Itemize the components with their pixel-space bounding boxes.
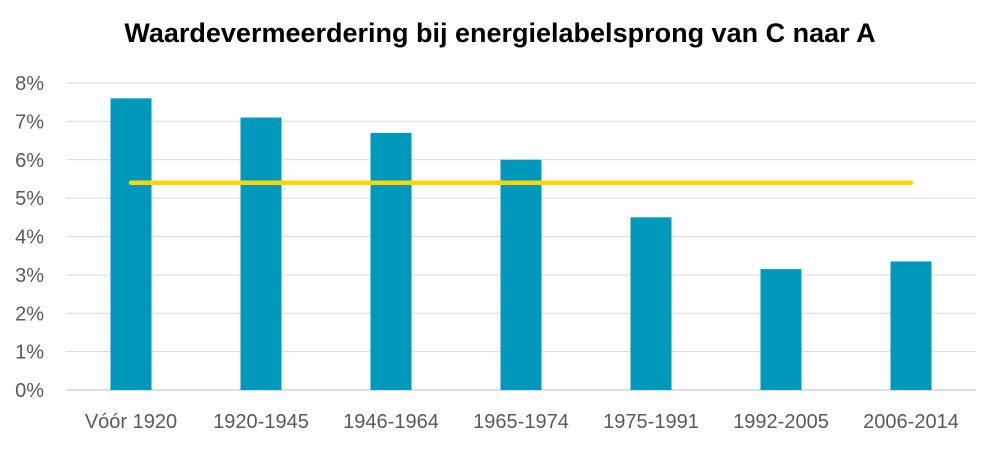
- bar: [240, 117, 282, 390]
- x-axis-labels: Vóór 1920 1920-1945 1946-1964 1965-1974 1975…: [85, 411, 959, 433]
- x-tick-label: 1965-1974: [473, 411, 569, 433]
- bar: [760, 269, 802, 390]
- y-axis-labels: 0% 1% 2% 3% 4% 5% 6% 7% 8%: [15, 73, 44, 402]
- y-tick-label: 5%: [15, 188, 44, 210]
- chart-title: Waardevermeerdering bij energielabelspro…: [124, 18, 876, 48]
- y-tick-label: 2%: [15, 303, 44, 325]
- x-tick-label: 1992-2005: [733, 411, 829, 433]
- bar: [890, 261, 932, 390]
- bar: [370, 132, 412, 390]
- bar: [110, 98, 152, 390]
- y-tick-label: 7%: [15, 111, 44, 133]
- y-tick-label: 6%: [15, 150, 44, 172]
- x-tick-label: 1975-1991: [603, 411, 699, 433]
- bar: [500, 159, 542, 390]
- y-tick-label: 4%: [15, 227, 44, 249]
- y-tick-label: 8%: [15, 73, 44, 95]
- bar: [630, 217, 672, 390]
- y-tick-label: 3%: [15, 265, 44, 287]
- x-tick-label: 2006-2014: [863, 411, 959, 433]
- y-tick-label: 1%: [15, 342, 44, 364]
- x-tick-label: Vóór 1920: [85, 411, 177, 433]
- x-tick-label: 1946-1964: [343, 411, 439, 433]
- x-tick-label: 1920-1945: [213, 411, 309, 433]
- bar-series: [110, 98, 932, 390]
- y-tick-label: 0%: [15, 380, 44, 402]
